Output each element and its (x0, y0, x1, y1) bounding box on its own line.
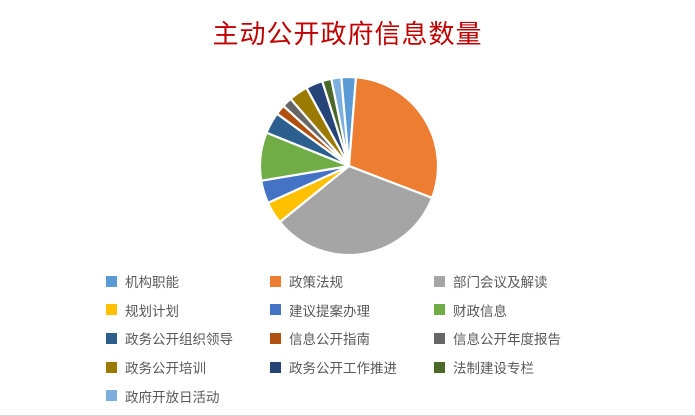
legend-label: 政策法规 (289, 275, 343, 291)
legend-item-1[interactable]: 政策法规 (270, 267, 434, 296)
legend-swatch-icon (434, 275, 445, 287)
legend-item-3[interactable]: 规划计划 (106, 296, 270, 325)
legend-swatch-icon (106, 275, 117, 287)
legend-item-12[interactable]: 政府开放日活动 (106, 381, 270, 410)
pie-slice-2[interactable] (278, 164, 434, 257)
legend-swatch-icon (106, 361, 117, 373)
legend-label: 财政信息 (453, 303, 507, 319)
legend-label: 政务公开培训 (125, 361, 206, 377)
legend-label: 政府开放日活动 (125, 389, 220, 405)
legend-swatch-icon (106, 332, 117, 344)
legend-item-9[interactable]: 政务公开培训 (106, 353, 270, 382)
legend-label: 机构职能 (125, 275, 179, 291)
legend-item-4[interactable]: 建议提案办理 (270, 296, 434, 325)
legend-label: 法制建设专栏 (453, 361, 534, 377)
legend-label: 规划计划 (125, 303, 179, 319)
legend-swatch-icon (270, 304, 281, 316)
legend-item-10[interactable]: 政务公开工作推进 (270, 353, 434, 382)
legend-label: 政务公开组织领导 (125, 332, 233, 348)
legend-item-5[interactable]: 财政信息 (434, 296, 654, 325)
legend-item-8[interactable]: 信息公开年度报告 (434, 324, 654, 353)
legend-label: 政务公开工作推进 (289, 361, 397, 377)
legend-label: 部门会议及解读 (453, 275, 548, 291)
legend-label: 信息公开年度报告 (453, 332, 561, 348)
legend-item-2[interactable]: 部门会议及解读 (434, 267, 654, 296)
pie-chart (258, 75, 440, 257)
legend-swatch-icon (270, 332, 281, 344)
legend-item-7[interactable]: 信息公开指南 (270, 324, 434, 353)
legend-swatch-icon (106, 390, 117, 402)
legend-swatch-icon (434, 332, 445, 344)
chart-title: 主动公开政府信息数量 (212, 19, 483, 49)
legend-label: 信息公开指南 (289, 332, 370, 348)
pie-slice-12[interactable] (330, 76, 351, 168)
legend-swatch-icon (434, 361, 445, 373)
legend-swatch-icon (434, 304, 445, 316)
legend-swatch-icon (270, 275, 281, 287)
legend-item-11[interactable]: 法制建设专栏 (434, 353, 654, 382)
legend-item-0[interactable]: 机构职能 (106, 267, 270, 296)
legend-item-6[interactable]: 政务公开组织领导 (106, 324, 270, 353)
legend-label: 建议提案办理 (289, 303, 370, 319)
legend-swatch-icon (270, 361, 281, 373)
chart-legend: 机构职能 政策法规 部门会议及解读规划计划 建议提案办理 财政信息政务公开组织领导 信息公… (106, 267, 654, 410)
pie-slice-1[interactable] (347, 76, 440, 199)
legend-swatch-icon (106, 304, 117, 316)
